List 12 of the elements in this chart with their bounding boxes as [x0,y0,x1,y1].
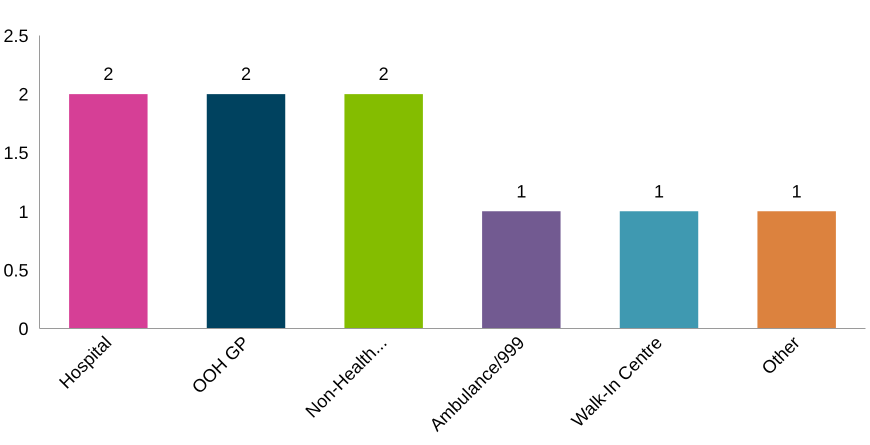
y-tick-label: 1.5 [3,143,29,164]
y-tick-label: 0 [18,319,29,339]
data-label: 1 [654,181,664,202]
data-label: 2 [240,64,252,84]
data-label: 1 [516,181,526,202]
y-tick-label: 1 [18,202,29,222]
data-label: 2 [378,64,389,84]
y-tick-label: 2.5 [3,26,29,46]
y-tick-label: 2 [18,84,29,105]
data-label: 2 [103,64,114,84]
y-tick-label: 0.5 [3,260,29,280]
data-label: 1 [792,181,802,202]
